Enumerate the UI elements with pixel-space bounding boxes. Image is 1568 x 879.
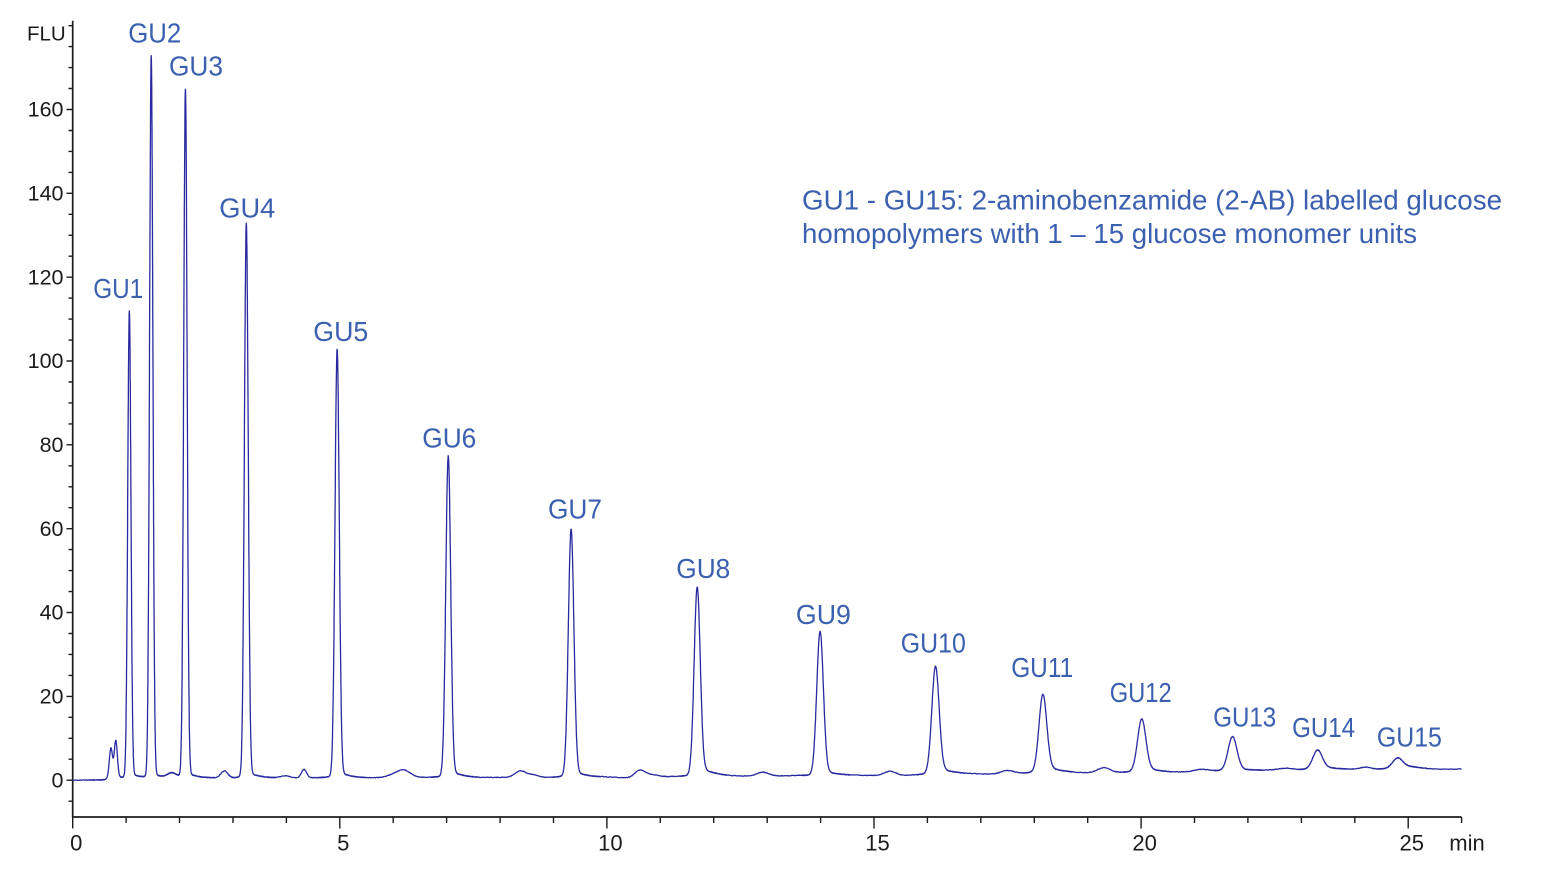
svg-text:140: 140 xyxy=(28,182,64,206)
svg-text:min: min xyxy=(1449,831,1484,856)
svg-text:20: 20 xyxy=(40,685,64,709)
svg-text:160: 160 xyxy=(28,98,64,122)
svg-text:40: 40 xyxy=(40,601,64,625)
svg-text:GU11: GU11 xyxy=(1011,652,1073,683)
svg-text:GU5: GU5 xyxy=(313,316,368,347)
svg-text:GU8: GU8 xyxy=(676,553,730,584)
svg-text:80: 80 xyxy=(40,433,64,457)
svg-text:25: 25 xyxy=(1399,831,1423,856)
svg-text:GU13: GU13 xyxy=(1213,702,1276,733)
svg-text:15: 15 xyxy=(865,831,889,856)
svg-text:homopolymers with 1 – 15 gluco: homopolymers with 1 – 15 glucose monomer… xyxy=(802,218,1417,249)
svg-text:GU4: GU4 xyxy=(219,193,275,224)
svg-text:100: 100 xyxy=(28,349,64,373)
svg-text:10: 10 xyxy=(598,831,622,856)
svg-text:60: 60 xyxy=(40,517,64,541)
svg-text:GU1 - GU15: 2-aminobenzamide (: GU1 - GU15: 2-aminobenzamide (2-AB) labe… xyxy=(802,185,1502,216)
svg-text:GU7: GU7 xyxy=(548,494,602,525)
svg-text:20: 20 xyxy=(1132,831,1156,856)
svg-text:GU3: GU3 xyxy=(169,51,223,82)
svg-text:GU15: GU15 xyxy=(1377,722,1442,753)
svg-text:0: 0 xyxy=(52,768,64,792)
svg-text:GU10: GU10 xyxy=(901,628,966,659)
svg-text:5: 5 xyxy=(337,831,349,856)
svg-text:GU12: GU12 xyxy=(1110,677,1172,708)
svg-text:120: 120 xyxy=(28,265,64,289)
svg-text:GU1: GU1 xyxy=(93,273,143,304)
svg-text:FLU: FLU xyxy=(27,23,66,46)
svg-text:GU6: GU6 xyxy=(422,423,476,454)
svg-text:GU14: GU14 xyxy=(1292,712,1355,743)
svg-text:GU9: GU9 xyxy=(796,599,851,630)
svg-text:GU2: GU2 xyxy=(128,18,181,49)
svg-text:0: 0 xyxy=(70,831,82,856)
